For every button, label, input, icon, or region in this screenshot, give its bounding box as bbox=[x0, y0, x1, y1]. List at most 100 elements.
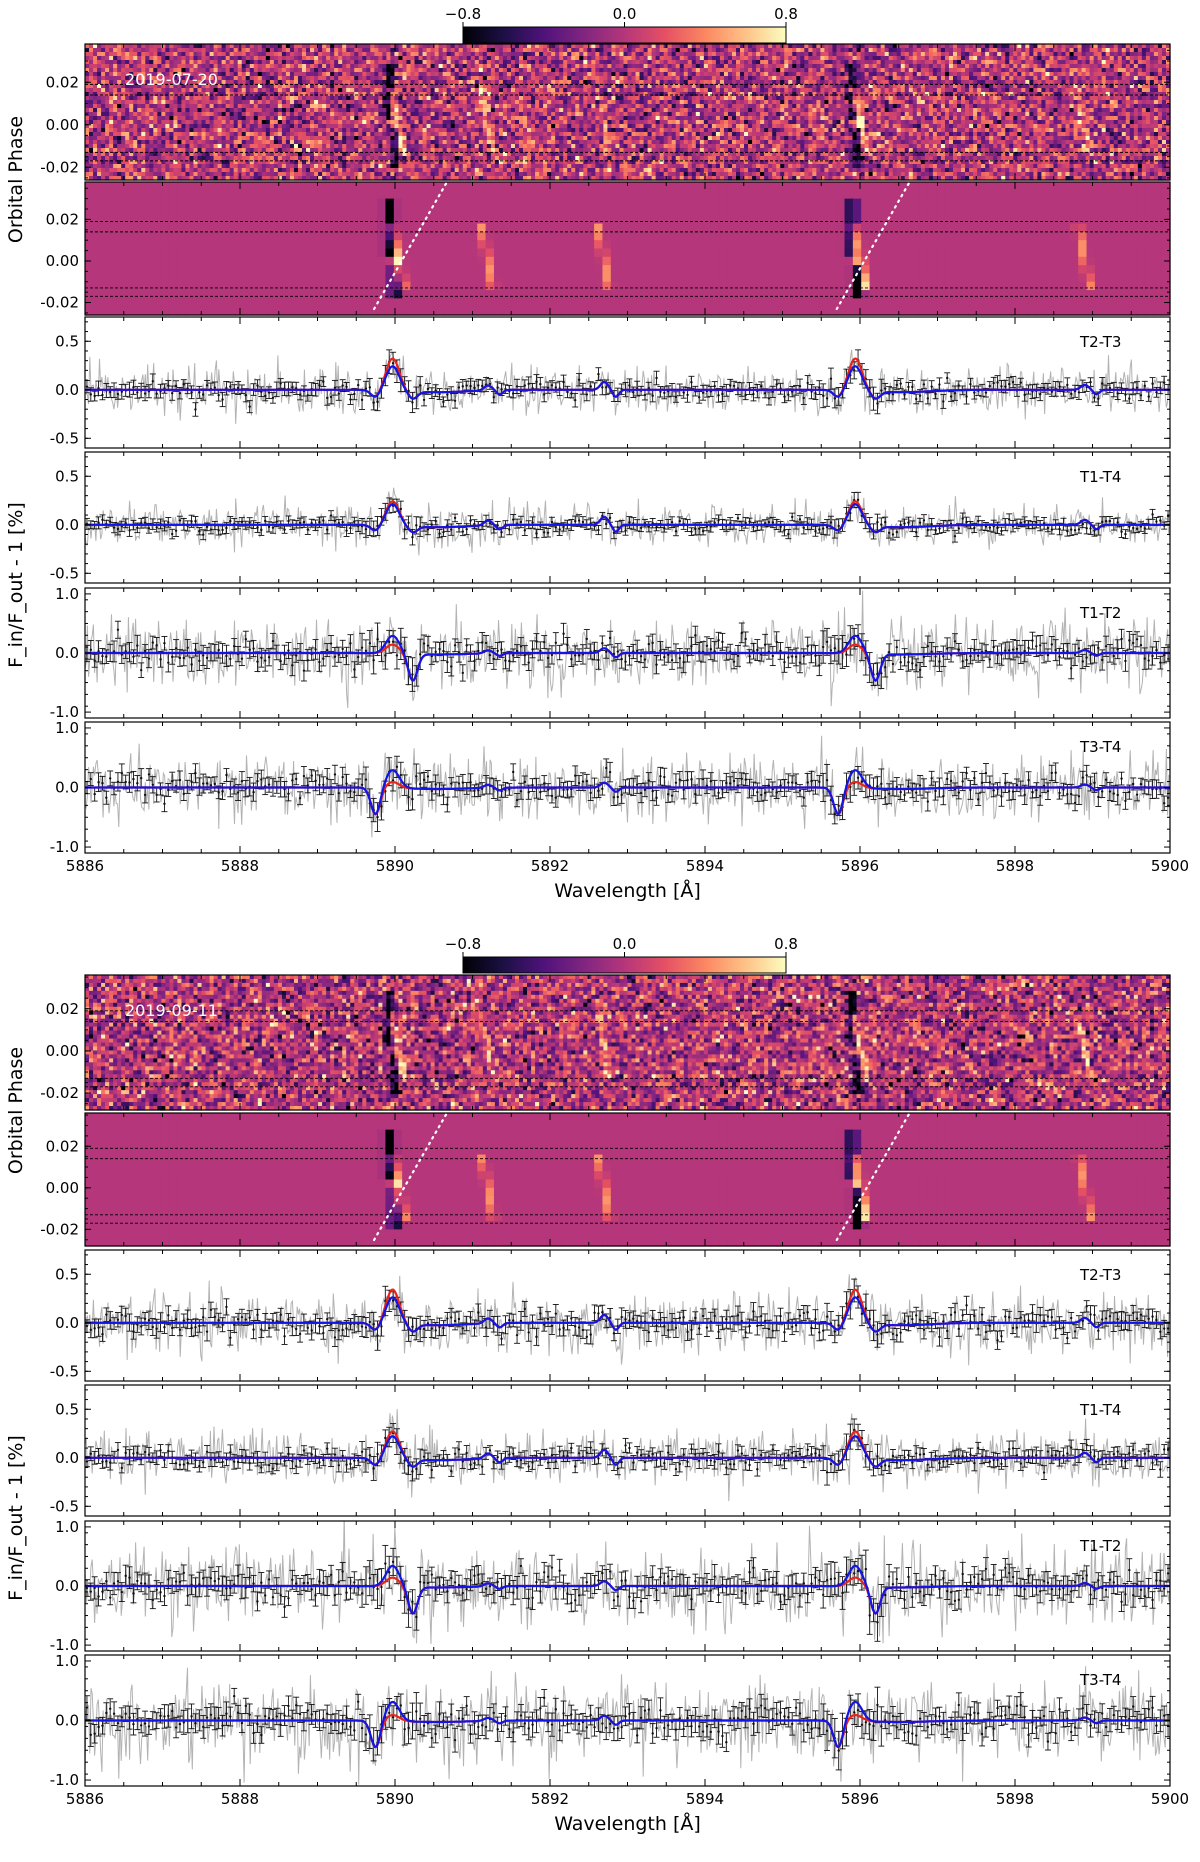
heatmap-cell bbox=[611, 60, 616, 65]
heatmap-cell bbox=[234, 48, 239, 53]
heatmap-cell bbox=[595, 56, 600, 61]
heatmap-cell bbox=[503, 44, 508, 49]
heatmap-cell bbox=[1102, 52, 1107, 57]
heatmap-cell bbox=[1033, 68, 1038, 73]
heatmap-cell bbox=[953, 64, 958, 69]
heatmap-cell bbox=[748, 44, 753, 49]
heatmap-cell bbox=[165, 48, 170, 53]
heatmap-cell bbox=[1158, 60, 1163, 65]
heatmap-cell bbox=[905, 56, 910, 61]
heatmap-cell bbox=[463, 56, 468, 61]
heatmap-cell bbox=[1106, 48, 1111, 53]
heatmap-cell bbox=[748, 60, 753, 65]
heatmap-cell bbox=[105, 48, 110, 53]
heatmap-cell bbox=[137, 64, 142, 69]
heatmap-cell bbox=[953, 44, 958, 49]
heatmap-cell bbox=[563, 52, 568, 57]
heatmap-cell bbox=[145, 60, 150, 65]
heatmap-cell bbox=[551, 68, 556, 73]
heatmap-cell bbox=[732, 64, 737, 69]
heatmap-cell bbox=[792, 64, 797, 69]
heatmap-cell bbox=[282, 48, 287, 53]
heatmap-cell bbox=[1134, 64, 1139, 69]
heatmap-cell bbox=[539, 68, 544, 73]
heatmap-cell bbox=[326, 60, 331, 65]
heatmap-cell bbox=[495, 72, 500, 77]
heatmap-cell bbox=[836, 60, 841, 65]
heatmap-cell bbox=[254, 68, 259, 73]
heatmap-cell bbox=[941, 48, 946, 53]
heatmap-cell bbox=[350, 52, 355, 57]
heatmap-cell bbox=[346, 48, 351, 53]
heatmap-cell bbox=[145, 52, 150, 57]
heatmap-cell bbox=[113, 56, 118, 61]
heatmap-cell bbox=[700, 68, 705, 73]
heatmap-cell bbox=[535, 48, 540, 53]
heatmap-cell bbox=[921, 52, 926, 57]
heatmap-cell bbox=[792, 60, 797, 65]
heatmap-cell bbox=[684, 48, 689, 53]
heatmap-cell bbox=[965, 48, 970, 53]
heatmap-cell bbox=[1150, 48, 1155, 53]
heatmap-cell bbox=[302, 48, 307, 53]
heatmap-cell bbox=[1029, 48, 1034, 53]
heatmap-cell bbox=[270, 48, 275, 53]
heatmap-cell bbox=[804, 64, 809, 69]
heatmap-cell bbox=[491, 72, 496, 77]
heatmap-cell bbox=[732, 56, 737, 61]
heatmap-cell bbox=[800, 48, 805, 53]
heatmap-cell bbox=[571, 56, 576, 61]
heatmap-cell bbox=[724, 56, 729, 61]
heatmap-cell bbox=[310, 56, 315, 61]
heatmap-cell bbox=[258, 60, 263, 65]
heatmap-cell bbox=[1150, 52, 1155, 57]
heatmap-cell bbox=[1094, 56, 1099, 61]
heatmap-cell bbox=[390, 64, 395, 69]
heatmap-cell bbox=[330, 56, 335, 61]
heatmap-cell bbox=[559, 56, 564, 61]
heatmap-cell bbox=[386, 44, 391, 49]
heatmap-cell bbox=[1126, 60, 1131, 65]
heatmap-cell bbox=[113, 44, 118, 49]
heatmap-cell bbox=[688, 44, 693, 49]
heatmap-cell bbox=[238, 68, 243, 73]
heatmap-cell bbox=[700, 44, 705, 49]
heatmap-cell bbox=[1134, 44, 1139, 49]
heatmap-cell bbox=[921, 68, 926, 73]
heatmap-cell bbox=[1066, 68, 1071, 73]
heatmap-cell bbox=[286, 64, 291, 69]
heatmap-cell bbox=[1162, 44, 1167, 49]
heatmap-cell bbox=[129, 64, 134, 69]
heatmap-cell bbox=[157, 48, 162, 53]
heatmap-cell bbox=[1045, 52, 1050, 57]
heatmap-cell bbox=[893, 60, 898, 65]
heatmap-cell bbox=[133, 48, 138, 53]
heatmap-cell bbox=[226, 44, 231, 49]
heatmap-cell bbox=[696, 60, 701, 65]
heatmap-cell bbox=[214, 48, 219, 53]
heatmap-cell bbox=[563, 44, 568, 49]
heatmap-cell bbox=[981, 44, 986, 49]
heatmap-cell bbox=[306, 56, 311, 61]
heatmap-cell bbox=[1110, 52, 1115, 57]
heatmap-cell bbox=[925, 64, 930, 69]
heatmap-cell bbox=[595, 64, 600, 69]
heatmap-cell bbox=[338, 60, 343, 65]
heatmap-cell bbox=[672, 64, 677, 69]
heatmap-cell bbox=[378, 56, 383, 61]
heatmap-cell bbox=[1045, 48, 1050, 53]
heatmap-cell bbox=[511, 56, 516, 61]
heatmap-cell bbox=[302, 52, 307, 57]
heatmap-cell bbox=[1009, 52, 1014, 57]
heatmap-cell bbox=[121, 56, 126, 61]
heatmap-cell bbox=[350, 56, 355, 61]
heatmap-cell bbox=[1110, 68, 1115, 73]
heatmap-cell bbox=[957, 60, 962, 65]
heatmap-cell bbox=[475, 60, 480, 65]
heatmap-cell bbox=[467, 72, 472, 77]
heatmap-cell bbox=[664, 48, 669, 53]
heatmap-cell bbox=[290, 52, 295, 57]
heatmap-cell bbox=[1126, 56, 1131, 61]
colorbar-tick-label: −0.8 bbox=[445, 5, 481, 23]
heatmap-cell bbox=[901, 44, 906, 49]
